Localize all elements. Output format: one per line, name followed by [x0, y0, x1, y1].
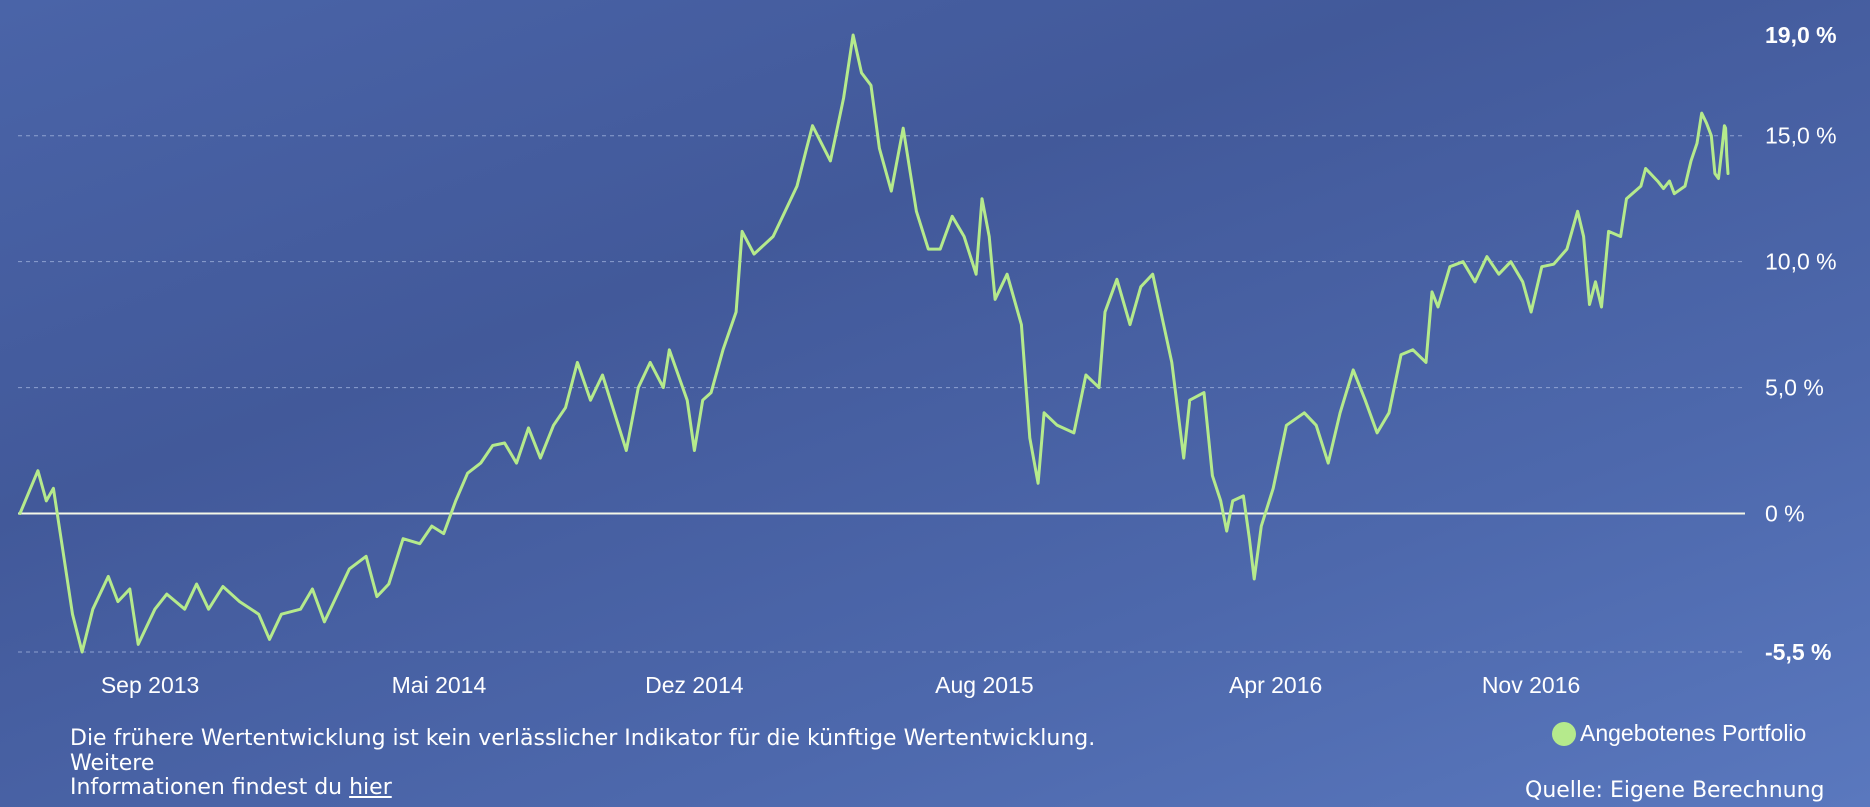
x-tick-label: Nov 2016 — [1482, 672, 1580, 698]
y-tick-label: -5,5 % — [1765, 639, 1831, 665]
x-tick-label: Apr 2016 — [1229, 672, 1322, 698]
x-tick-label: Dez 2014 — [645, 672, 744, 698]
disclaimer-text-line2: Informationen findest du hier — [70, 775, 1120, 800]
y-axis-ticks: 19,0 % 15,0 % 10,0 % 5,0 % 0 % -5,5 % — [1765, 22, 1837, 665]
disclaimer-prefix: Informationen findest du — [70, 775, 350, 800]
y-tick-label: 0 % — [1765, 500, 1805, 526]
x-tick-label: Aug 2015 — [935, 672, 1033, 698]
legend-marker — [1552, 721, 1576, 746]
source-note: Quelle: Eigene Berechnung — [1525, 778, 1825, 803]
y-tick-label: 10,0 % — [1765, 249, 1837, 275]
y-tick-label: 5,0 % — [1765, 375, 1824, 401]
disclaimer-text: Die frühere Wertentwicklung ist kein ver… — [70, 726, 1096, 776]
series-layer — [18, 33, 1730, 654]
x-axis-ticks: Sep 2013 Mai 2014 Dez 2014 Aug 2015 Apr 2016… — [101, 672, 1580, 698]
y-tick-label: 15,0 % — [1765, 123, 1837, 149]
more-info-link[interactable]: hier — [349, 775, 392, 800]
grid-lines — [18, 135, 1745, 653]
legend-label: Angebotenes Portfolio — [1580, 720, 1807, 746]
y-tick-label: 19,0 % — [1765, 22, 1837, 48]
legend: Angebotenes Portfolio — [1552, 720, 1806, 747]
x-tick-label: Sep 2013 — [101, 672, 199, 698]
x-tick-label: Mai 2014 — [392, 672, 487, 698]
series-line-portfolio — [18, 33, 1730, 654]
